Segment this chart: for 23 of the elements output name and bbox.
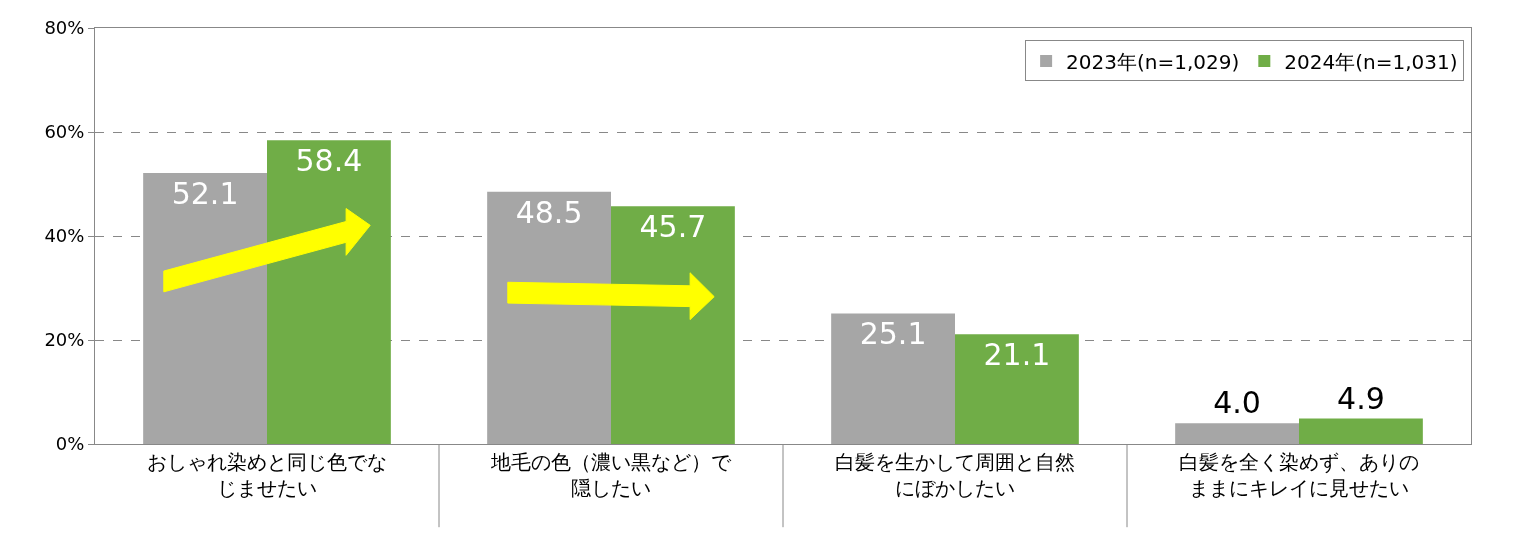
y-tick-label: 20% [44, 329, 85, 351]
legend-label: 2024年(n=1,031) [1284, 49, 1458, 74]
y-tick-label: 80% [44, 17, 85, 39]
y-tick-label: 0% [55, 433, 85, 455]
data-label: 4.0 [1213, 385, 1261, 421]
bar [1175, 423, 1299, 444]
data-label: 4.9 [1337, 380, 1385, 416]
x-tick-label: おしゃれ染めと同じ色でなじませたい [147, 450, 387, 500]
data-label: 58.4 [295, 143, 363, 179]
data-label: 45.7 [639, 209, 707, 245]
legend-label: 2023年(n=1,029) [1066, 49, 1240, 74]
bar [955, 334, 1079, 444]
data-label: 48.5 [515, 194, 583, 230]
x-tick-label: 地毛の色（濃い黒など）で隠したい [490, 450, 732, 500]
bar [831, 313, 955, 444]
y-tick-label: 40% [44, 225, 85, 247]
y-tick-label: 60% [44, 121, 85, 143]
x-tick-label: 白髪を全く染めず、ありのままにキレイに見せたい [1179, 450, 1419, 500]
bar [1299, 418, 1423, 444]
x-tick-label: 白髪を生かして周囲と自然にぼかしたい [835, 450, 1075, 500]
data-label: 52.1 [171, 176, 239, 212]
data-label: 21.1 [983, 337, 1051, 373]
data-label: 25.1 [859, 316, 927, 352]
